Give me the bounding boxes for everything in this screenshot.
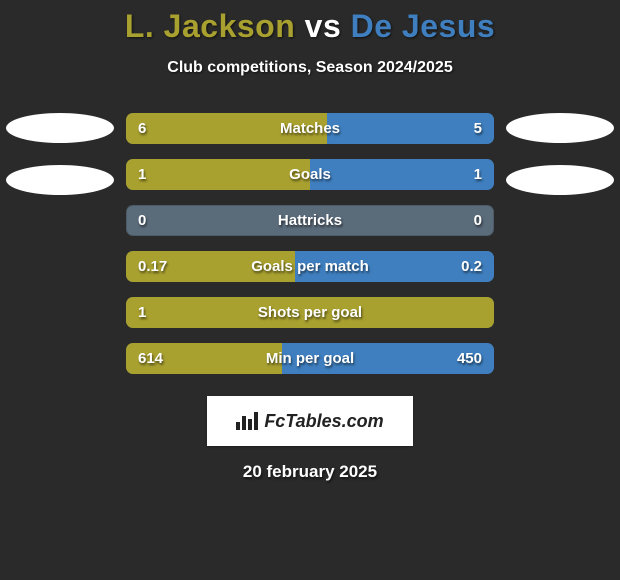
stat-label: Matches — [126, 113, 494, 144]
player2-image-placeholder — [506, 113, 614, 143]
main-row: 65Matches 11Goals 00Hattricks 0.170.2Goals … — [0, 113, 620, 374]
logo-box[interactable]: FcTables.com — [207, 396, 413, 446]
stat-row: 65Matches — [126, 113, 494, 144]
stat-row: 11Goals — [126, 159, 494, 190]
vs-text: vs — [305, 8, 342, 44]
stat-label: Goals per match — [126, 251, 494, 282]
player2-name: De Jesus — [351, 8, 496, 44]
stat-row: 1Shots per goal — [126, 297, 494, 328]
stats-column: 65Matches 11Goals 00Hattricks 0.170.2Goals … — [120, 113, 500, 374]
stat-row: 0.170.2Goals per match — [126, 251, 494, 282]
stat-label: Shots per goal — [126, 297, 494, 328]
logo-inner: FcTables.com — [236, 411, 383, 432]
player1-image-placeholder — [6, 165, 114, 195]
player1-name: L. Jackson — [125, 8, 295, 44]
player1-avatar-col — [0, 113, 120, 217]
page-title: L. Jackson vs De Jesus — [0, 8, 620, 45]
subtitle: Club competitions, Season 2024/2025 — [0, 59, 620, 77]
stat-label: Hattricks — [126, 205, 494, 236]
player1-image-placeholder — [6, 113, 114, 143]
date-text: 20 february 2025 — [0, 462, 620, 482]
bars-icon — [236, 412, 258, 430]
player2-image-placeholder — [506, 165, 614, 195]
stat-label: Goals — [126, 159, 494, 190]
player2-avatar-col — [500, 113, 620, 217]
stat-row: 614450Min per goal — [126, 343, 494, 374]
stat-label: Min per goal — [126, 343, 494, 374]
logo-text: FcTables.com — [264, 411, 383, 432]
comparison-card: L. Jackson vs De Jesus Club competitions… — [0, 0, 620, 580]
stat-row: 00Hattricks — [126, 205, 494, 236]
